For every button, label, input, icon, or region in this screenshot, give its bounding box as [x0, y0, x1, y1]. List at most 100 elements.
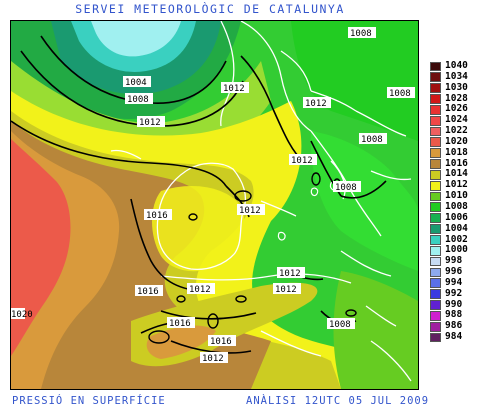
legend-label: 1018 — [445, 146, 468, 158]
legend-label: 1022 — [445, 125, 468, 137]
legend-item: 1022 — [430, 125, 482, 137]
legend-item: 1014 — [430, 168, 482, 180]
legend-swatch — [430, 94, 441, 104]
isobar-label: 1012 — [239, 206, 261, 216]
legend-swatch — [430, 137, 441, 148]
legend-label: 1012 — [445, 179, 468, 191]
pressure-map: 1008 1004 1008 1012 1012 1012 1008 1008 … — [10, 20, 419, 390]
legend-item: 1012 — [430, 179, 482, 191]
legend-swatch — [430, 224, 441, 234]
legend-item: 998 — [430, 255, 482, 267]
isobar-label: 1008 — [389, 89, 411, 99]
legend-swatch — [430, 126, 441, 137]
isobar-label: 1008 — [361, 135, 383, 145]
legend-item: 1004 — [430, 222, 482, 235]
legend-label: 996 — [445, 266, 463, 278]
legend-item: 1008 — [430, 200, 482, 213]
legend-swatch — [430, 159, 441, 169]
legend-label: 1024 — [445, 114, 468, 126]
legend-label: 1040 — [445, 60, 468, 71]
legend-label: 1000 — [445, 244, 468, 256]
legend-item: 990 — [430, 298, 482, 311]
isobar-label: 1016 — [210, 337, 232, 347]
legend-item: 992 — [430, 287, 482, 300]
isobar-label: 1012 — [291, 156, 313, 166]
legend-label: 990 — [445, 298, 463, 310]
isobar-label: 1008 — [127, 95, 149, 105]
legend-swatch — [430, 72, 441, 83]
legend-label: 992 — [445, 287, 463, 299]
isobar-label: 1012 — [202, 354, 224, 364]
legend-label: 1028 — [445, 92, 468, 104]
isobar-label: 1012 — [279, 269, 301, 279]
legend-item: 1002 — [430, 233, 482, 246]
legend-item: 1024 — [430, 114, 482, 126]
product-label: PRESSIÓ EN SUPERFÍCIE — [12, 395, 166, 407]
legend-swatch — [430, 310, 441, 321]
legend-swatch — [430, 61, 441, 72]
legend-item: 996 — [430, 266, 482, 278]
legend-item: 1016 — [430, 157, 482, 170]
legend-swatch — [430, 332, 441, 343]
legend-item: 1026 — [430, 103, 482, 115]
legend-item: 1030 — [430, 81, 482, 94]
legend-swatch — [430, 202, 441, 213]
legend-label: 1034 — [445, 70, 468, 82]
isobar-label: 1008 — [329, 320, 351, 330]
legend-swatch — [430, 245, 441, 256]
legend-label: 1030 — [445, 81, 468, 93]
legend-swatch — [430, 169, 441, 180]
legend-swatch — [430, 289, 441, 300]
isobar-label: 1008 — [350, 29, 372, 39]
legend-swatch — [430, 180, 441, 191]
legend-swatch — [430, 83, 441, 93]
legend-item: 1040 — [430, 60, 482, 72]
legend-swatch — [430, 321, 441, 332]
legend-label: 998 — [445, 255, 463, 267]
legend-swatch — [430, 115, 441, 126]
legend-label: 1004 — [445, 222, 468, 234]
legend-swatch — [430, 235, 441, 245]
legend-swatch — [430, 278, 441, 289]
legend-label: 1006 — [445, 211, 468, 223]
legend-item: 1010 — [430, 190, 482, 202]
isobar-label: 1004 — [125, 78, 147, 88]
legend-item: 988 — [430, 309, 482, 321]
legend-label: 1002 — [445, 233, 468, 245]
legend-item: 994 — [430, 276, 482, 289]
legend-label: 984 — [445, 331, 463, 343]
isobar-label: 1008 — [335, 183, 357, 193]
isobar-label: 1012 — [139, 118, 161, 128]
isobar-labels: 1008 1004 1008 1012 1012 1012 1008 1008 … — [11, 27, 415, 364]
map-title: SERVEI METEOROLÒGIC DE CATALUNYA — [75, 2, 345, 16]
legend-item: 1018 — [430, 146, 482, 159]
pressure-legend: 1040 1034 1030 1028 1026 1024 1022 1020 1018 1016… — [430, 60, 482, 343]
legend-item: 1000 — [430, 244, 482, 256]
isobar-label: 1016 — [169, 319, 191, 329]
isobar-label: 1012 — [305, 99, 327, 109]
legend-item: 1034 — [430, 70, 482, 83]
legend-label: 1014 — [445, 168, 468, 180]
legend-label: 1008 — [445, 200, 468, 212]
legend-swatch — [430, 300, 441, 310]
legend-label: 988 — [445, 309, 463, 321]
isobar-label: 1016 — [137, 287, 159, 297]
isobar-label: 1016 — [146, 211, 168, 221]
legend-item: 1006 — [430, 211, 482, 224]
legend-label: 1020 — [445, 135, 468, 147]
analysis-time: ANÀLISI 12UTC 05 JUL 2009 — [246, 395, 430, 407]
isobar-label: 1020 — [11, 310, 33, 320]
legend-item: 984 — [430, 331, 482, 343]
legend-label: 986 — [445, 320, 463, 332]
legend-label: 1016 — [445, 157, 468, 169]
legend-swatch — [430, 213, 441, 224]
isobar-label: 1012 — [189, 285, 211, 295]
legend-label: 1010 — [445, 190, 468, 202]
legend-item: 1028 — [430, 92, 482, 105]
legend-label: 994 — [445, 276, 463, 288]
legend-swatch — [430, 191, 441, 202]
legend-swatch — [430, 267, 441, 278]
isobar-label: 1012 — [275, 285, 297, 295]
legend-label: 1026 — [445, 103, 468, 115]
legend-item: 986 — [430, 320, 482, 332]
